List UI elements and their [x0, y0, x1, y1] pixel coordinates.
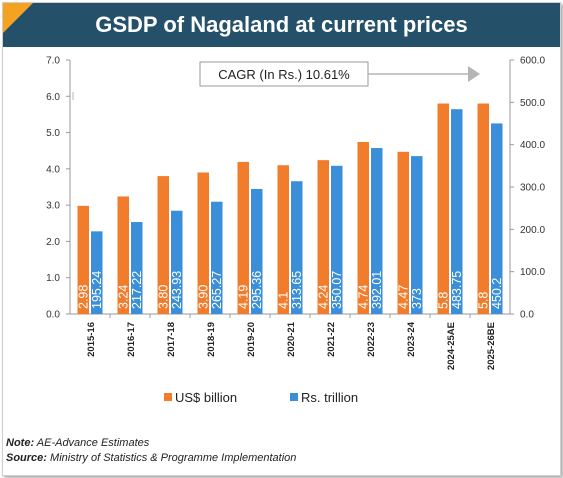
usd-value-label: 4.1 [276, 292, 290, 309]
inr-bar [251, 188, 263, 314]
inr-value-label: 373 [410, 288, 424, 309]
right-tick-label: 100.0 [520, 267, 545, 278]
right-tick-label: 400.0 [520, 140, 545, 151]
right-tick-label: 0.0 [520, 310, 534, 321]
usd-value-label: 2.98 [76, 285, 90, 309]
usd-value-label: 4.47 [396, 285, 410, 309]
usd-bar [197, 172, 209, 314]
usd-value-label: 3.90 [196, 285, 210, 309]
right-tick-label: 500.0 [520, 98, 545, 109]
usd-bar [437, 103, 449, 315]
source-label: Source: [6, 452, 47, 464]
inr-bar [171, 210, 183, 314]
left-tick-label: 5.0 [46, 128, 60, 139]
x-tick-label: 2020-21 [286, 321, 297, 357]
usd-bar [317, 160, 329, 314]
x-tick-label: 2022-23 [366, 322, 377, 357]
usd-value-label: 4.19 [236, 285, 250, 309]
inr-bar [91, 231, 103, 314]
legend-label-usd: US$ billion [175, 390, 237, 405]
source-text: Ministry of Statistics & Programme Imple… [50, 452, 297, 464]
inr-bar [371, 148, 383, 314]
usd-value-label: 3.80 [156, 285, 170, 309]
inr-bar [131, 222, 143, 314]
usd-value-label: 3.24 [116, 285, 130, 309]
inr-value-label: 313.65 [290, 271, 304, 309]
inr-bar [291, 181, 303, 314]
right-tick-label: 300.0 [520, 183, 545, 194]
x-tick-label: 2019-20 [246, 322, 257, 357]
left-tick-label: 3.0 [46, 201, 60, 212]
title-bar: GSDP of Nagaland at current prices [3, 3, 560, 47]
inr-value-label: 195.24 [90, 271, 104, 309]
legend-label-inr: Rs. trillion [301, 390, 358, 405]
usd-bar [357, 142, 369, 314]
usd-bar [277, 165, 289, 314]
usd-bar [117, 196, 129, 314]
x-tick-label: 2024-25AE [446, 322, 457, 370]
usd-bar [477, 103, 489, 315]
left-tick-label: 7.0 [46, 56, 60, 67]
legend-swatch-usd [164, 393, 172, 401]
usd-value-label: 5.8 [476, 292, 490, 309]
inr-value-label: 217.22 [130, 271, 144, 309]
right-tick-label: 600.0 [520, 56, 545, 67]
left-tick-label: 6.0 [46, 92, 60, 103]
left-tick-label: 4.0 [46, 164, 60, 175]
usd-bar [237, 161, 249, 314]
notes: Note: AE-Advance Estimates Source: Minis… [6, 436, 296, 466]
inr-bar [451, 109, 463, 315]
inr-bar [491, 123, 503, 314]
x-tick-label: 2025-26BE [486, 322, 497, 370]
x-tick-label: 2021-22 [326, 322, 337, 357]
x-tick-label: 2015-16 [86, 322, 97, 357]
note-text: AE-Advance Estimates [36, 437, 150, 449]
left-tick-label: 2.0 [46, 237, 60, 248]
usd-value-label: 4.24 [316, 285, 330, 309]
usd-value-label: 5.8 [436, 292, 450, 309]
inr-value-label: 265.27 [210, 271, 224, 309]
usd-bar [157, 176, 169, 314]
note-label: Note: [6, 437, 35, 449]
left-tick-label: 0.0 [46, 310, 60, 321]
cagr-arrow-head [468, 66, 480, 82]
usd-bar [397, 151, 409, 314]
x-tick-label: 2017-18 [166, 322, 177, 357]
inr-value-label: 350.07 [330, 271, 344, 309]
usd-bar [77, 205, 89, 314]
usd-value-label: 4.74 [356, 285, 370, 309]
left-tick-label: 1.0 [46, 273, 60, 284]
inr-value-label: 392.01 [370, 271, 384, 309]
x-tick-label: 2016-17 [126, 322, 137, 357]
inr-value-label: 450.2 [490, 278, 504, 309]
x-tick-label: 2023-24 [406, 321, 417, 357]
cagr-label: CAGR (In Rs.) 10.61% [218, 67, 350, 82]
chart-title: GSDP of Nagaland at current prices [95, 12, 468, 37]
inr-value-label: 295.36 [250, 271, 264, 309]
x-tick-label: 2018-19 [206, 322, 217, 357]
inr-bar [211, 201, 223, 314]
inr-value-label: 243.93 [170, 271, 184, 309]
legend-swatch-inr [290, 393, 298, 401]
right-tick-label: 200.0 [520, 225, 545, 236]
inr-value-label: 483.75 [450, 271, 464, 309]
inr-bar [411, 156, 423, 314]
inr-bar [331, 165, 343, 314]
